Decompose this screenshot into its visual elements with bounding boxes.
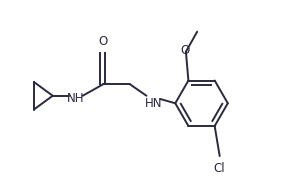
Text: NH: NH — [67, 92, 84, 105]
Text: O: O — [98, 35, 107, 48]
Text: HN: HN — [145, 97, 163, 110]
Text: Cl: Cl — [214, 162, 226, 175]
Text: O: O — [180, 44, 189, 57]
